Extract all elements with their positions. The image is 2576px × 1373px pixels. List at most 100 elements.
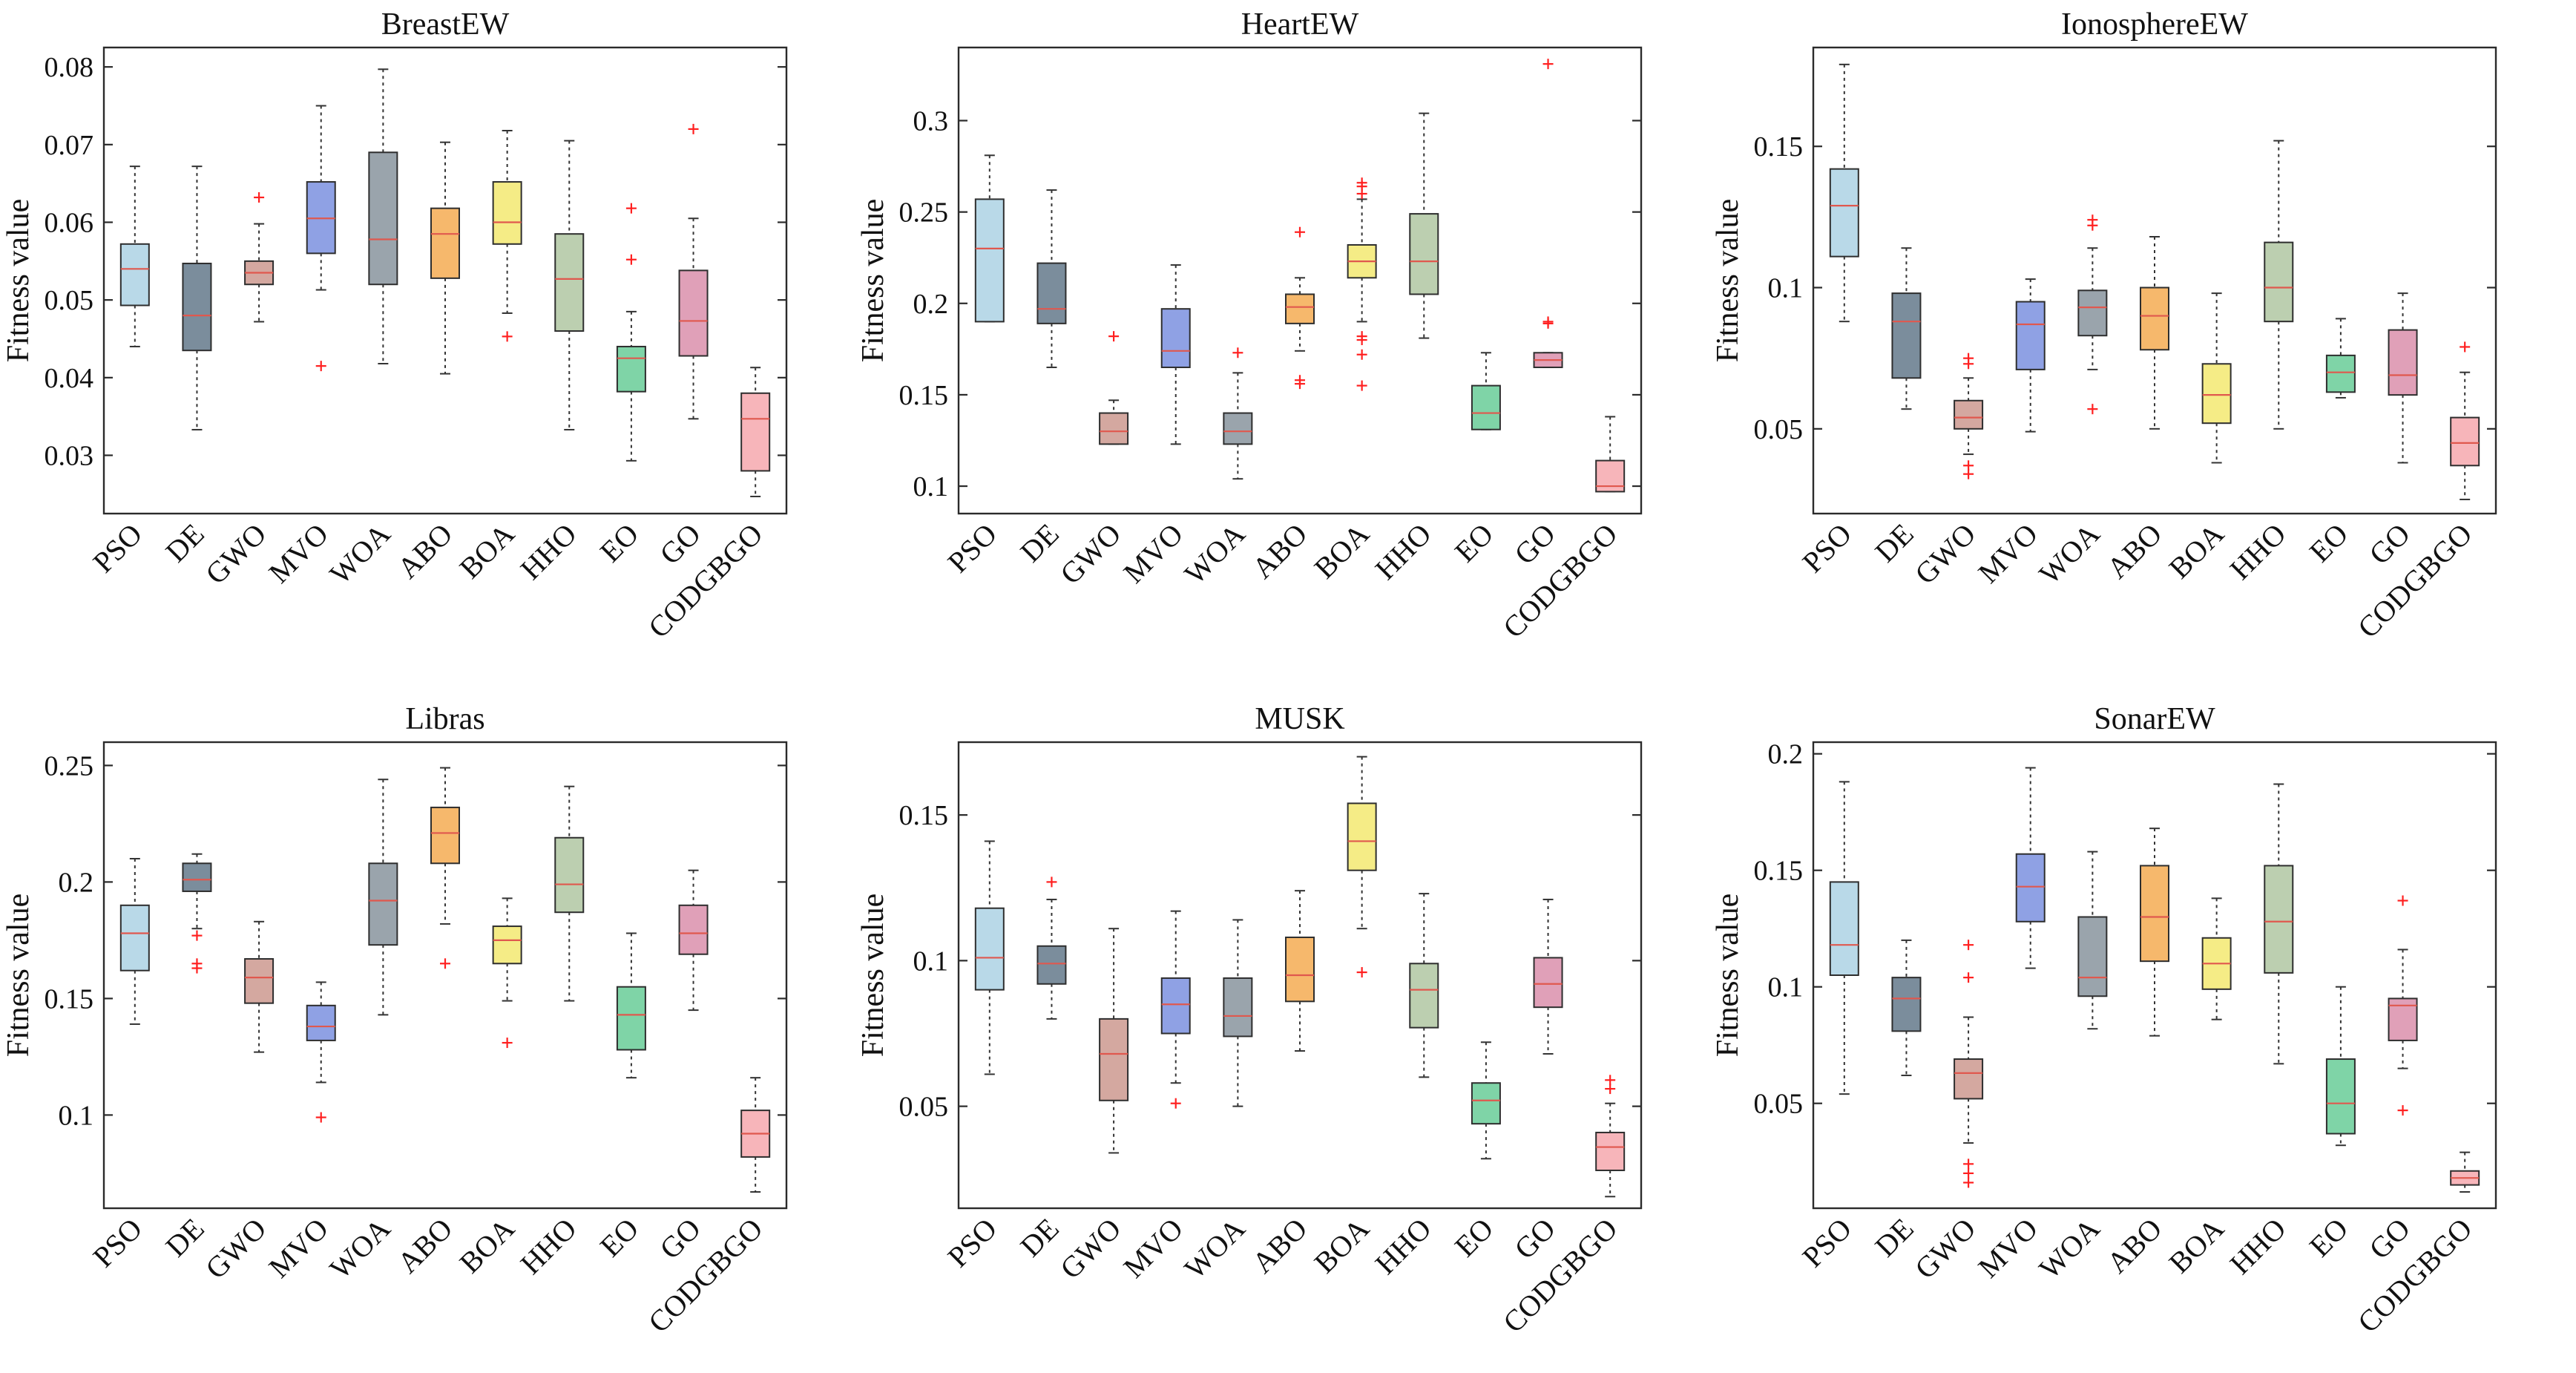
chart-1-y-tick-label: 0.04 xyxy=(45,363,94,394)
chart-2-x-tick-label: EO xyxy=(1448,517,1500,569)
chart-6-x-tick-label: PSO xyxy=(1795,1212,1858,1274)
chart-4-box-pso xyxy=(119,858,150,1025)
chart-6-x-tick-label: BOA xyxy=(2162,1211,2230,1279)
chart-3-x-tick-label: CODGBGO xyxy=(2351,517,2479,645)
chart-4-box-codgbgo xyxy=(740,1077,771,1193)
chart-5-iqr-box xyxy=(1595,1131,1626,1171)
chart-5-x-tick-label: EO xyxy=(1448,1212,1500,1264)
chart-3-box-abo xyxy=(2140,236,2169,430)
chart-1-iqr-box xyxy=(616,345,646,393)
chart-1-box-mvo xyxy=(306,105,336,372)
chart-4-box-mvo xyxy=(306,981,336,1123)
chart-2: HeartEW Fitness value 0.1 0.15 0.2 0.25 0.3 PSO… xyxy=(856,7,1643,644)
chart-6-x-tick-label: ABO xyxy=(2100,1212,2169,1280)
chart-3-x-tick-label: BOA xyxy=(2162,517,2230,585)
chart-1-x-tick-label: GWO xyxy=(199,517,272,591)
chart-2-x-tick-label: GWO xyxy=(1054,517,1127,591)
chart-1-x-tick-label: HHO xyxy=(514,517,583,586)
chart-5-iqr-box xyxy=(1533,957,1563,1009)
chart-3-iqr-box xyxy=(2450,416,2480,467)
chart-1-y-tick-label: 0.07 xyxy=(45,130,94,161)
chart-1-outlier-marker xyxy=(688,123,699,134)
chart-1-box-eo xyxy=(616,203,646,462)
chart-1-box-hho xyxy=(554,140,585,430)
chart-5-outlier-marker xyxy=(1605,1084,1616,1095)
chart-4-iqr-box xyxy=(554,836,585,914)
chart-5-box-boa xyxy=(1347,756,1377,978)
chart-1-y-tick-label: 0.03 xyxy=(45,441,94,472)
chart-5-box-de xyxy=(1036,876,1067,1020)
chart-1-y-tick-label: 0.08 xyxy=(45,52,94,83)
chart-2-y-tick-label: 0.1 xyxy=(913,471,949,502)
chart-1-box-boa xyxy=(492,129,522,342)
chart-4-box-hho xyxy=(554,785,585,1002)
chart-6-outlier-marker xyxy=(1963,940,1974,951)
chart-2-y-axis-label: Fitness value xyxy=(856,199,890,362)
chart-5-outlier-marker xyxy=(1605,1075,1616,1086)
chart-5-box-woa xyxy=(1223,919,1253,1107)
chart-1-iqr-box xyxy=(678,269,709,357)
chart-5-box-pso xyxy=(974,840,1005,1075)
chart-2-y-tick-label: 0.15 xyxy=(899,380,949,411)
chart-6-iqr-box xyxy=(2140,865,2169,963)
chart-4-x-tick-label: BOA xyxy=(453,1211,521,1279)
chart-1-iqr-box xyxy=(119,243,150,307)
chart-5-y-tick-label: 0.1 xyxy=(913,946,949,977)
chart-5-outlier-marker xyxy=(1046,876,1057,888)
chart-2-iqr-box xyxy=(1409,213,1439,295)
chart-3-outlier-marker xyxy=(2087,214,2098,226)
chart-1-title: BreastEW xyxy=(381,7,510,42)
chart-1-x-tick-label: BOA xyxy=(453,517,521,585)
chart-6-outlier-marker xyxy=(2397,1105,2408,1116)
chart-5-box-eo xyxy=(1471,1041,1501,1160)
chart-4-x-tick-label: PSO xyxy=(86,1212,148,1274)
chart-5-box-mvo xyxy=(1160,910,1191,1109)
chart-3-box-hho xyxy=(2264,140,2294,430)
chart-6-y-tick-label: 0.2 xyxy=(1768,739,1804,770)
chart-5-outlier-marker xyxy=(1356,967,1367,978)
chart-1-y-tick-label: 0.06 xyxy=(45,208,94,239)
chart-5-iqr-box xyxy=(1471,1082,1501,1125)
chart-6-box-pso xyxy=(1829,781,1859,1095)
chart-1-outlier-marker xyxy=(502,331,513,342)
chart-4-x-tick-label: DE xyxy=(159,1212,211,1264)
chart-5-x-tick-label: GWO xyxy=(1054,1212,1127,1285)
chart-3-iqr-box xyxy=(2264,241,2294,323)
chart-2-outlier-marker xyxy=(1295,226,1305,237)
chart-1-outlier-marker xyxy=(625,254,637,265)
chart-4-box-eo xyxy=(616,932,646,1079)
chart-4-outlier-marker xyxy=(191,930,203,941)
chart-4-iqr-box xyxy=(492,925,522,965)
chart-2-box-woa xyxy=(1223,347,1253,480)
chart-1-plot-frame xyxy=(102,46,788,515)
chart-4-y-tick-label: 0.1 xyxy=(59,1100,94,1131)
chart-1-box-abo xyxy=(430,141,460,375)
chart-5-plot-frame xyxy=(957,741,1643,1210)
chart-2-x-tick-label: PSO xyxy=(941,517,1003,580)
chart-2-box-eo xyxy=(1471,352,1501,430)
chart-6-outlier-marker xyxy=(1963,1177,1974,1188)
chart-6-x-tick-label: EO xyxy=(2303,1212,2355,1264)
chart-3-x-tick-label: PSO xyxy=(1795,517,1858,580)
chart-5-outlier-marker xyxy=(1170,1098,1181,1109)
chart-5-x-tick-label: CODGBGO xyxy=(1496,1212,1624,1340)
chart-4-box-gwo xyxy=(244,920,275,1053)
chart-6-outlier-marker xyxy=(1963,1167,1974,1179)
chart-3-box-gwo xyxy=(1954,353,1984,479)
chart-4-iqr-box xyxy=(616,986,646,1051)
chart-1-box-codgbgo xyxy=(740,367,771,497)
chart-5-x-tick-label: PSO xyxy=(941,1212,1003,1274)
chart-3-x-tick-label: DE xyxy=(1868,517,1920,569)
chart-4-box-abo xyxy=(430,767,460,969)
chart-1-x-tick-label: PSO xyxy=(86,517,148,580)
chart-6-iqr-box xyxy=(1829,881,1859,977)
chart-2-outlier-marker xyxy=(1295,375,1305,386)
chart-3-box-woa xyxy=(2077,214,2108,415)
chart-6-plot-frame xyxy=(1812,741,2497,1210)
chart-2-box-hho xyxy=(1409,112,1439,339)
chart-3-box-mvo xyxy=(2015,278,2046,433)
chart-2-iqr-box xyxy=(1471,384,1501,430)
chart-1: BreastEW Fitness value 0.03 0.04 0.05 0.06 0.0… xyxy=(1,7,788,644)
chart-2-y-tick-label: 0.25 xyxy=(899,197,949,229)
